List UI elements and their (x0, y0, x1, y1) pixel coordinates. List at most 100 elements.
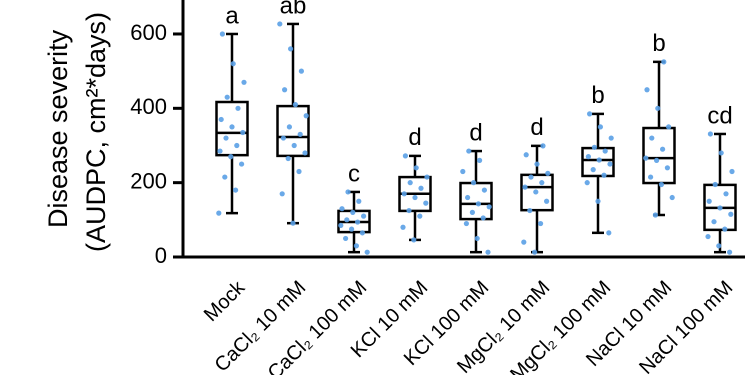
y-axis-label: Disease severity (43, 29, 73, 228)
data-point (219, 31, 225, 37)
data-point (338, 222, 344, 229)
data-point (658, 181, 665, 188)
data-point (413, 165, 419, 171)
data-point (545, 170, 551, 176)
data-point (655, 105, 661, 111)
data-point (660, 146, 666, 152)
data-point (584, 180, 590, 186)
data-point (302, 150, 308, 156)
data-point (596, 157, 602, 163)
data-point (540, 143, 546, 149)
data-point (279, 191, 285, 197)
data-point (223, 135, 229, 141)
data-point (465, 194, 471, 201)
significance-letter: cd (707, 102, 732, 129)
data-point (707, 131, 714, 137)
data-point (521, 239, 527, 245)
data-point (353, 243, 359, 249)
data-point (240, 129, 246, 136)
data-point (534, 161, 540, 167)
data-point (602, 148, 608, 154)
significance-letter: d (530, 114, 543, 141)
data-point (345, 189, 351, 195)
data-point (277, 21, 283, 27)
data-point (355, 219, 361, 225)
significance-letter: b (591, 82, 604, 109)
data-point (486, 204, 492, 210)
data-point (712, 181, 718, 188)
data-point (718, 150, 724, 156)
data-point (401, 191, 407, 197)
data-point (280, 135, 286, 141)
data-point (218, 116, 224, 123)
data-point (648, 174, 654, 180)
data-point (590, 167, 596, 173)
data-point (349, 226, 355, 232)
data-point (364, 249, 370, 255)
data-point (723, 191, 729, 197)
data-point (286, 124, 292, 130)
significance-letter: b (652, 30, 665, 57)
data-point (417, 213, 423, 219)
data-point (716, 243, 722, 249)
data-point (480, 215, 486, 221)
y-axis-label: (AUDPC, cm²*days) (81, 12, 111, 252)
data-point (664, 165, 671, 171)
data-point (233, 187, 239, 193)
y-tick-label: 200 (130, 168, 167, 193)
box (459, 181, 493, 221)
data-point (296, 168, 302, 175)
data-point (216, 210, 222, 216)
data-point (297, 131, 303, 137)
data-point (643, 155, 649, 161)
data-point (361, 213, 367, 219)
data-point (585, 154, 592, 160)
data-point (423, 200, 429, 206)
data-point (303, 113, 309, 119)
data-point (728, 211, 734, 217)
data-point (705, 233, 711, 240)
data-point (350, 209, 356, 215)
data-point (481, 187, 487, 193)
data-point (727, 249, 733, 255)
data-point (533, 189, 539, 195)
data-point (654, 157, 660, 163)
y-tick-label: 600 (130, 20, 167, 45)
data-point (485, 249, 491, 255)
box (276, 104, 310, 158)
data-point (466, 148, 472, 154)
data-point (463, 220, 469, 227)
data-point (228, 154, 234, 160)
data-point (539, 180, 545, 186)
box (520, 173, 554, 212)
data-point (224, 94, 230, 100)
data-point (522, 184, 528, 190)
data-point (460, 168, 466, 175)
data-point (597, 124, 604, 130)
data-point (523, 152, 529, 158)
data-point (722, 226, 728, 232)
data-point (644, 87, 650, 93)
data-point (356, 198, 362, 204)
data-point (729, 168, 735, 175)
data-point (406, 207, 412, 214)
significance-letter: d (469, 119, 482, 146)
data-point (239, 161, 245, 167)
data-point (652, 212, 659, 218)
box (581, 146, 615, 178)
data-point (343, 235, 349, 242)
data-point (235, 105, 241, 111)
data-point (418, 185, 424, 191)
data-point (290, 220, 296, 226)
data-point (717, 205, 723, 211)
data-point (292, 102, 298, 108)
data-point (477, 157, 483, 163)
data-point (608, 135, 614, 141)
significance-letter: c (348, 160, 360, 187)
data-point (407, 180, 413, 186)
data-point (661, 59, 667, 65)
data-point (544, 198, 550, 204)
data-point (528, 174, 534, 180)
data-point (591, 144, 598, 150)
